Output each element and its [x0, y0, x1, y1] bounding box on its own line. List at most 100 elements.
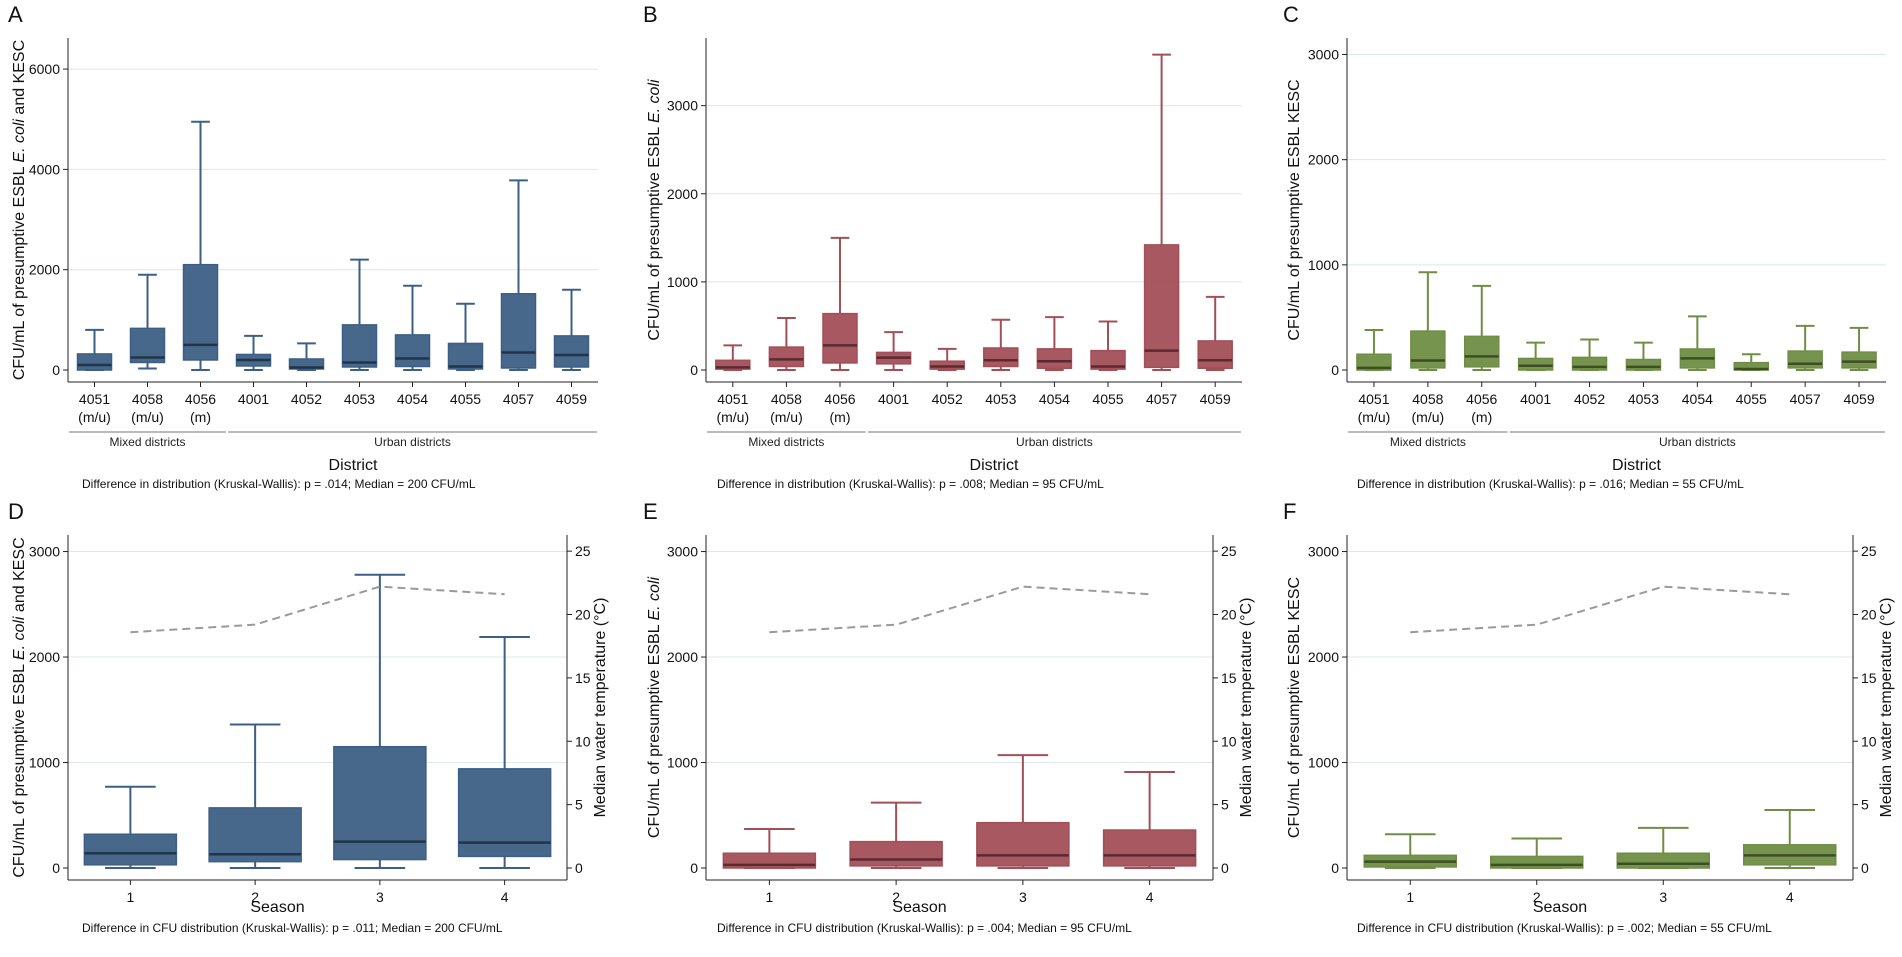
box-iqr	[1356, 353, 1392, 371]
y2-tick-label: 20	[1861, 607, 1877, 623]
y-tick-label: 2000	[29, 262, 60, 278]
box-iqr	[1841, 351, 1877, 369]
group-label: Urban districts	[1659, 435, 1736, 449]
y2-tick-label: 15	[575, 670, 591, 686]
y2-tick-label: 10	[575, 733, 591, 749]
box-4054	[394, 284, 431, 371]
box-iqr	[983, 347, 1019, 368]
x-tick-label: 4	[1786, 889, 1794, 905]
box-iqr	[288, 358, 325, 370]
y2-tick-label: 10	[1861, 733, 1877, 749]
panel-letter: A	[8, 2, 23, 27]
x-tick-label: 4054	[397, 391, 428, 407]
x-tick-label: 4058	[771, 391, 802, 407]
group-label: Mixed districts	[748, 435, 824, 449]
y-tick-label: 0	[1331, 362, 1339, 378]
x-axis-title: Season	[1533, 899, 1587, 916]
box-4056	[822, 236, 858, 371]
group-label: Urban districts	[374, 435, 451, 449]
box-4058	[129, 273, 166, 370]
x-axis-title: District	[329, 457, 378, 474]
box-iqr	[1143, 244, 1180, 369]
y2-tick-label: 15	[1221, 670, 1237, 686]
box-4	[1743, 808, 1837, 869]
x-tick-label: (m/u)	[1358, 409, 1391, 425]
x-axis-title: Season	[250, 899, 304, 916]
y-tick-label: 3000	[29, 544, 60, 560]
group-label: Mixed districts	[109, 435, 185, 449]
footnote: Difference in distribution (Kruskal-Wall…	[717, 477, 1104, 491]
box-iqr	[83, 833, 178, 866]
box-4057	[500, 179, 537, 371]
panel-c: C 0 1000 2000 3000 CFU/mL of presumptive ESBL…	[1283, 2, 1886, 491]
y-tick-label: 1000	[29, 755, 60, 771]
y-axis-title-part: CFU/mL of presumptive ESBL KESC	[1286, 577, 1303, 838]
box-iqr	[1036, 348, 1073, 369]
box-iqr	[715, 359, 751, 370]
x-tick-label: 4059	[1843, 391, 1874, 407]
y-axis-title-part: E. coli	[646, 79, 663, 123]
y-tick-label: 0	[690, 860, 698, 876]
x-tick-label: 4055	[450, 391, 481, 407]
footnote: Difference in distribution (Kruskal-Wall…	[82, 477, 476, 491]
box-iqr	[500, 293, 537, 369]
y-tick-label: 2000	[667, 186, 698, 202]
panel-letter: E	[643, 499, 658, 524]
x-axis-title: District	[970, 457, 1019, 474]
box-2	[208, 723, 302, 869]
y-tick-label: 1000	[667, 274, 698, 290]
y-tick-label: 3000	[1308, 47, 1339, 63]
box-iqr	[1787, 350, 1823, 369]
box-4054	[1036, 316, 1073, 371]
x-tick-label: 1	[765, 889, 773, 905]
box-iqr	[1571, 356, 1608, 371]
x-tick-label: 4055	[1092, 391, 1123, 407]
x-tick-label: (m)	[830, 409, 851, 425]
x-tick-label: (m/u)	[131, 409, 164, 425]
x-tick-label: 4057	[1790, 391, 1821, 407]
x-tick-label: 1	[126, 889, 134, 905]
y-tick-label: 3000	[667, 98, 698, 114]
x-tick-label: 4059	[1200, 391, 1231, 407]
box-iqr	[447, 342, 484, 370]
y2-tick-label: 20	[1221, 607, 1237, 623]
x-tick-label: 4053	[344, 391, 375, 407]
footnote: Difference in CFU distribution (Kruskal-…	[717, 921, 1132, 935]
y-axis-title: CFU/mL of presumptive ESBL E. coli and K…	[11, 537, 28, 877]
panel-f: F 0 1000 2000 3000 CFU/mL of presumptive ESBL…	[1283, 499, 1895, 935]
y2-tick-label: 0	[1861, 860, 1869, 876]
temperature-line	[769, 585, 1150, 634]
x-tick-label: 1	[1406, 889, 1414, 905]
x-tick-label: 4053	[985, 391, 1016, 407]
x-tick-label: (m/u)	[770, 409, 803, 425]
y-axis-title-part: E. coli	[646, 576, 663, 620]
box-iqr	[1102, 829, 1197, 867]
panel-letter: C	[1283, 2, 1299, 27]
x-tick-label: 2	[892, 889, 900, 905]
x-tick-label: 4058	[132, 391, 163, 407]
box-1	[83, 785, 178, 869]
x-tick-label: 4054	[1039, 391, 1070, 407]
box-4059	[553, 288, 590, 371]
box-4058	[768, 317, 805, 371]
box-iqr	[822, 312, 858, 364]
box-4054	[1679, 315, 1716, 371]
x-tick-label: (m)	[1471, 409, 1492, 425]
y2-tick-label: 25	[575, 543, 591, 559]
x-tick-label: 4052	[932, 391, 963, 407]
y-tick-label: 0	[52, 362, 60, 378]
panel-letter: B	[643, 2, 658, 27]
y-axis-title-part: E. coli	[11, 616, 28, 660]
y-axis-title: CFU/mL of presumptive ESBL KESC	[1286, 577, 1303, 838]
y-tick-label: 0	[52, 860, 60, 876]
x-tick-label: 4001	[878, 391, 909, 407]
x-tick-label: 4052	[1574, 391, 1605, 407]
box-4052	[1571, 338, 1608, 371]
y-tick-label: 3000	[667, 544, 698, 560]
box-4	[457, 635, 552, 869]
group-label: Urban districts	[1016, 435, 1093, 449]
y-tick-label: 2000	[667, 649, 698, 665]
box-4056	[182, 120, 219, 371]
box-4001	[875, 331, 912, 371]
